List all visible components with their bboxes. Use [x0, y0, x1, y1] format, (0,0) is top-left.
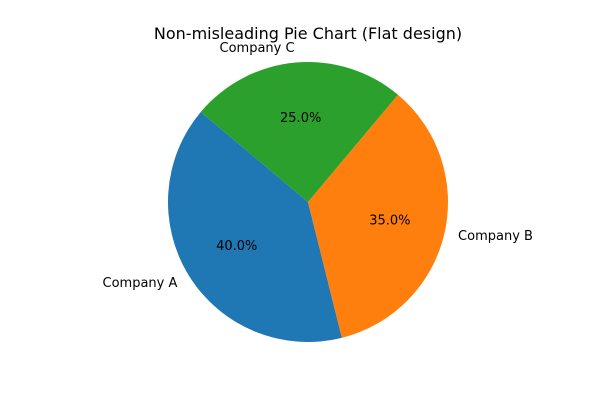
pie-slice-company-a: [167, 112, 342, 342]
pie-labels: Company A 40.0% Company B 35.0% Company C 25.…: [103, 41, 533, 291]
slice-percent-company-b: 35.0%: [369, 213, 410, 228]
pie-slices: [167, 61, 449, 342]
pie-slice-company-c: [200, 61, 398, 203]
chart-title: Non-misleading Pie Chart (Flat design): [154, 24, 462, 43]
slice-label-company-c: Company C: [220, 41, 295, 56]
slice-label-company-b: Company B: [458, 229, 533, 244]
pie-slice-company-b: [308, 94, 449, 338]
slice-percent-company-c: 25.0%: [280, 111, 321, 126]
slice-label-company-a: Company A: [103, 276, 178, 291]
slice-percent-company-a: 40.0%: [216, 239, 257, 254]
